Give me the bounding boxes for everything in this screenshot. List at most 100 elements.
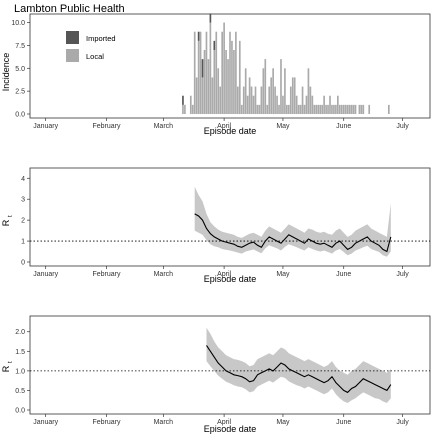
bar-local bbox=[215, 31, 218, 114]
bar-local bbox=[270, 77, 273, 114]
bar-local bbox=[223, 22, 225, 115]
y-tick-label: 0.0 bbox=[15, 408, 25, 415]
bar-local bbox=[338, 104, 341, 114]
x-tick-label: May bbox=[276, 271, 290, 278]
bar-local bbox=[289, 86, 292, 114]
y-axis-ticks: 0.0 0.5 1.0 1.5 2.0 bbox=[15, 329, 30, 415]
figure-title: Lambton Public Health bbox=[14, 3, 125, 15]
legend-swatch bbox=[66, 49, 79, 62]
y-axis-title-main: R bbox=[1, 219, 11, 226]
bar-local bbox=[205, 31, 208, 114]
bar-local bbox=[227, 59, 229, 114]
x-axis-title: Episode date bbox=[204, 274, 257, 284]
x-tick-label: July bbox=[396, 123, 409, 130]
bar-local bbox=[342, 104, 345, 114]
bar-local bbox=[197, 40, 200, 114]
y-tick-label: 0 bbox=[21, 260, 25, 267]
bar-local bbox=[346, 104, 349, 114]
x-tick-label: January bbox=[33, 123, 58, 130]
rt-median-line bbox=[194, 213, 392, 253]
bar-local bbox=[199, 31, 202, 114]
median-line bbox=[194, 213, 392, 253]
y-axis-title: R t bbox=[1, 361, 14, 372]
bar-local bbox=[358, 104, 361, 114]
bar-imported bbox=[213, 40, 216, 50]
bar-local bbox=[231, 40, 233, 114]
y-tick-label: 2 bbox=[21, 218, 25, 225]
rt-median-line bbox=[206, 345, 392, 394]
bar-imported bbox=[197, 31, 200, 41]
y-tick-label: 5.0 bbox=[15, 66, 25, 73]
bar-local bbox=[315, 104, 318, 114]
confidence-ribbon bbox=[194, 186, 391, 257]
bar-imported bbox=[201, 59, 204, 78]
x-tick-label: July bbox=[396, 271, 409, 278]
y-axis-ticks: 0.0 2.5 5.0 7.5 10.0 bbox=[11, 20, 30, 119]
bar-local bbox=[252, 95, 255, 114]
y-tick-label: 1.5 bbox=[15, 349, 25, 356]
bar-local bbox=[335, 104, 337, 114]
bar-imported bbox=[209, 13, 212, 23]
bar-local bbox=[225, 50, 227, 114]
bar-local bbox=[213, 50, 216, 114]
bar-local bbox=[229, 31, 231, 114]
panel-frame bbox=[29, 315, 431, 415]
median-line bbox=[206, 345, 392, 394]
bar-local bbox=[297, 104, 300, 114]
ci-band bbox=[206, 327, 391, 403]
bar-local bbox=[344, 104, 347, 114]
rt-panel-1: 0 1 2 3 4 January February March April May June Ju… bbox=[1, 167, 431, 284]
bar-local bbox=[201, 77, 204, 114]
panel-frame bbox=[29, 13, 431, 119]
x-axis-ticks: January February March April May June July bbox=[33, 266, 409, 278]
bar-local bbox=[305, 95, 308, 114]
x-tick-label: May bbox=[276, 419, 290, 426]
bar-local bbox=[278, 104, 280, 114]
bar-local bbox=[354, 104, 357, 114]
confidence-ribbon bbox=[206, 327, 391, 403]
legend-label: Local bbox=[86, 52, 104, 61]
bar-local bbox=[299, 104, 302, 114]
bar-local bbox=[337, 95, 339, 114]
bar-local bbox=[360, 104, 363, 114]
bar-local bbox=[327, 104, 329, 114]
x-axis-ticks: January February March April May June July bbox=[33, 118, 409, 130]
bar-local bbox=[246, 95, 249, 114]
bar-local bbox=[221, 31, 223, 114]
bar-local bbox=[260, 86, 263, 114]
y-tick-label: 2.0 bbox=[15, 329, 25, 336]
bar-local bbox=[244, 68, 247, 114]
bar-local bbox=[195, 77, 198, 114]
bar-local bbox=[303, 104, 306, 114]
y-axis-title: Incidence bbox=[1, 53, 11, 92]
x-tick-label: February bbox=[92, 123, 121, 130]
bar-local bbox=[287, 104, 290, 114]
legend: Imported Local bbox=[66, 31, 116, 62]
bar-local bbox=[211, 77, 214, 114]
bar-local bbox=[317, 104, 320, 114]
bar-local bbox=[274, 86, 276, 114]
y-tick-label: 10.0 bbox=[11, 20, 25, 27]
y-tick-label: 0.5 bbox=[15, 388, 25, 395]
x-tick-label: April bbox=[217, 123, 231, 130]
bar-local bbox=[191, 104, 194, 114]
bar-local bbox=[280, 59, 282, 114]
bar-local bbox=[237, 86, 239, 114]
bar-local bbox=[258, 104, 261, 114]
bar-local bbox=[284, 68, 286, 114]
bar-local bbox=[333, 104, 335, 114]
bar-local bbox=[282, 95, 284, 114]
y-tick-label: 1.0 bbox=[15, 368, 25, 375]
legend-swatch bbox=[66, 31, 79, 44]
bar-local bbox=[238, 40, 241, 114]
x-axis-title: Episode date bbox=[204, 126, 257, 136]
bar-imported bbox=[182, 95, 184, 105]
bar-local bbox=[203, 50, 206, 114]
ci-band bbox=[194, 186, 391, 257]
bar-local bbox=[323, 95, 325, 114]
bar-local bbox=[189, 95, 192, 114]
x-axis-ticks: January February March April May June July bbox=[33, 414, 409, 426]
y-tick-label: 4 bbox=[21, 176, 25, 183]
x-tick-label: January bbox=[33, 419, 58, 426]
